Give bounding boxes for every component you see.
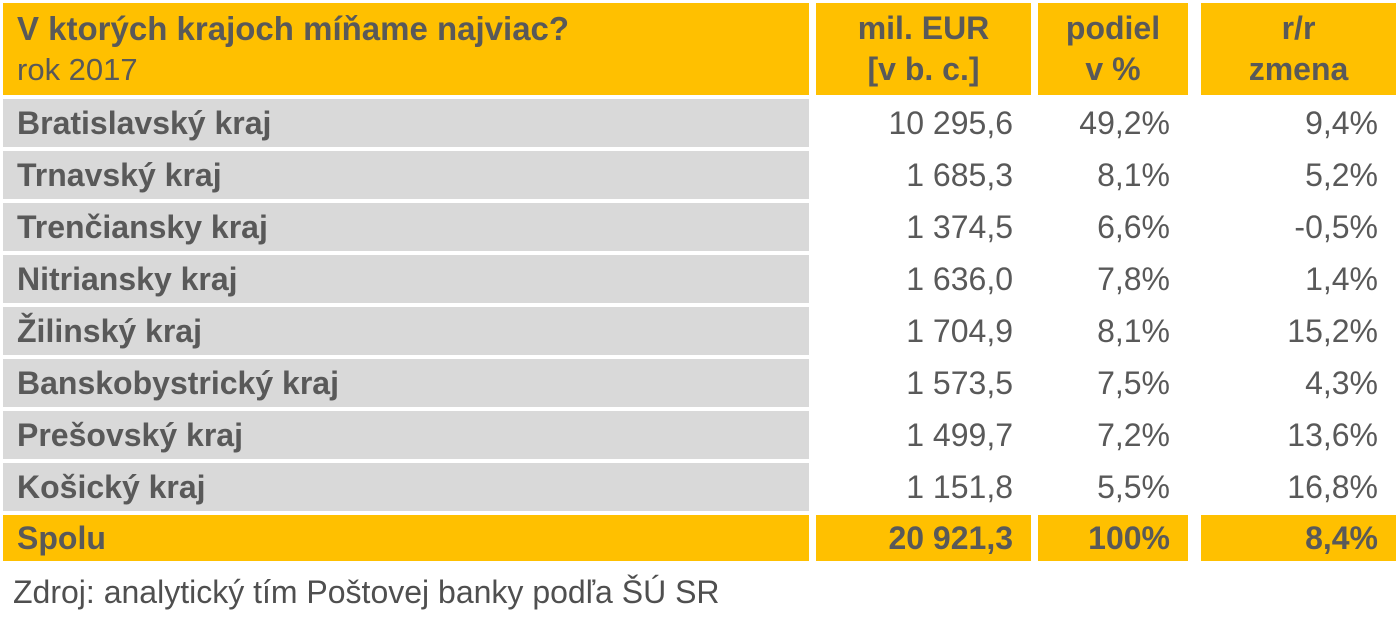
column-header-mil-eur-line1: mil. EUR [857, 10, 990, 47]
column-header-mil-eur: mil. EUR [v b. c.] [816, 3, 1031, 95]
mil-eur-value: 1 636,0 [906, 261, 1013, 297]
column-header-zmena: r/r zmena [1201, 3, 1396, 95]
region-name: Trnavský kraj [3, 151, 809, 199]
podiel-value: 49,2% [1079, 105, 1170, 141]
region-name: Nitriansky kraj [3, 255, 809, 303]
podiel-value: 7,5% [1097, 365, 1170, 401]
table-title: V ktorých krajoch míňame najviac? [17, 10, 570, 48]
column-header-zmena-line1: r/r [1281, 10, 1316, 47]
table-row: Nitriansky kraj 1 636,0 7,8% 1,4% [3, 255, 1396, 303]
zmena-value: -0,5% [1294, 209, 1378, 245]
region-name: Žilinský kraj [3, 307, 809, 355]
podiel-value: 7,2% [1097, 417, 1170, 453]
zmena-value: 13,6% [1287, 417, 1378, 453]
table-header-row: V ktorých krajoch míňame najviac? rok 20… [3, 3, 1396, 95]
table-body: Bratislavský kraj 10 295,6 49,2% 9,4% Trnavs… [3, 99, 1396, 511]
column-header-mil-eur-line2: [v b. c.] [867, 51, 980, 87]
podiel-value: 5,5% [1097, 469, 1170, 505]
podiel-value: 7,8% [1097, 261, 1170, 297]
region-name: Trenčiansky kraj [3, 203, 809, 251]
region-name: Košický kraj [3, 463, 809, 511]
column-header-podiel-line1: podiel [1065, 10, 1161, 47]
zmena-value: 4,3% [1305, 365, 1378, 401]
region-name: Bratislavský kraj [3, 99, 809, 147]
mil-eur-value: 10 295,6 [888, 105, 1013, 141]
total-mil-eur-value: 20 921,3 [816, 515, 1031, 561]
source-note: Zdroj: analytický tím Poštovej banky pod… [13, 574, 720, 610]
mil-eur-value: 1 685,3 [906, 157, 1013, 193]
table-row: Trenčiansky kraj 1 374,5 6,6% -0,5% [3, 203, 1396, 251]
zmena-value: 1,4% [1305, 261, 1378, 297]
column-header-podiel-line2: v % [1085, 51, 1141, 87]
zmena-value: 15,2% [1287, 313, 1378, 349]
column-header-podiel: podiel v % [1038, 3, 1188, 95]
zmena-value: 9,4% [1305, 105, 1378, 141]
zmena-value: 5,2% [1305, 157, 1378, 193]
mil-eur-value: 1 499,7 [906, 417, 1013, 453]
total-podiel-value: 100% [1038, 515, 1188, 561]
total-label: Spolu [3, 515, 809, 561]
region-name: Prešovský kraj [3, 411, 809, 459]
mil-eur-value: 1 704,9 [906, 313, 1013, 349]
mil-eur-value: 1 573,5 [906, 365, 1013, 401]
podiel-value: 6,6% [1097, 209, 1170, 245]
podiel-value: 8,1% [1097, 313, 1170, 349]
table-row: Bratislavský kraj 10 295,6 49,2% 9,4% [3, 99, 1396, 147]
total-row: Spolu 20 921,3 100% 8,4% [3, 515, 1396, 561]
table-title-cell: V ktorých krajoch míňame najviac? rok 20… [3, 3, 809, 95]
mil-eur-value: 1 374,5 [906, 209, 1013, 245]
table-row: Prešovský kraj 1 499,7 7,2% 13,6% [3, 411, 1396, 459]
podiel-value: 8,1% [1097, 157, 1170, 193]
column-header-zmena-line2: zmena [1248, 51, 1349, 87]
table-subtitle: rok 2017 [17, 52, 138, 88]
zmena-value: 16,8% [1287, 469, 1378, 505]
table-row: Žilinský kraj 1 704,9 8,1% 15,2% [3, 307, 1396, 355]
total-zmena-value: 8,4% [1201, 515, 1396, 561]
mil-eur-value: 1 151,8 [906, 469, 1013, 505]
region-name: Banskobystrický kraj [3, 359, 809, 407]
table-row: Košický kraj 1 151,8 5,5% 16,8% [3, 463, 1396, 511]
table-row: Trnavský kraj 1 685,3 8,1% 5,2% [3, 151, 1396, 199]
table-row: Banskobystrický kraj 1 573,5 7,5% 4,3% [3, 359, 1396, 407]
